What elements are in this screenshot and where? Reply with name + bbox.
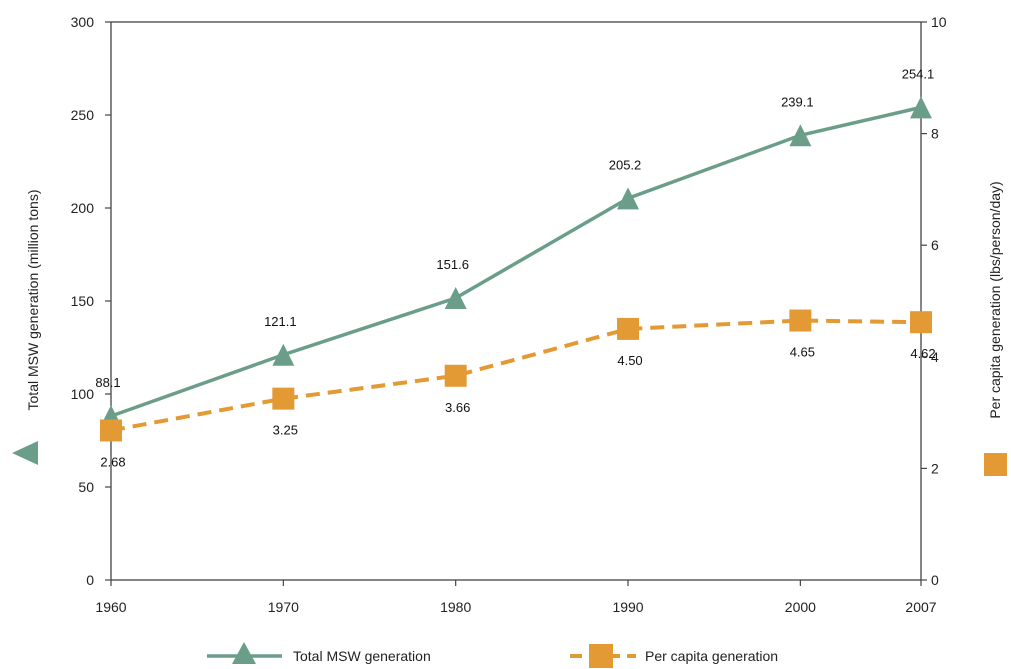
- left-axis-ticks: 0 50 100 150 200 250 300: [71, 14, 111, 588]
- data-label-per-capita: 4.50: [617, 353, 642, 368]
- x-axis-ticks: 1960 1970 1980 1990 2000 2007: [95, 580, 937, 615]
- data-label-total-msw: 151.6: [436, 257, 469, 272]
- left-axis-triangle-icon: [12, 441, 38, 465]
- left-tick-label: 100: [71, 386, 95, 402]
- point-per-capita: [100, 419, 122, 442]
- data-label-per-capita: 3.66: [445, 400, 470, 415]
- right-tick-label: 0: [931, 572, 939, 588]
- x-tick-label: 2007: [905, 599, 936, 615]
- point-per-capita: [272, 387, 295, 410]
- legend-item-per-capita: Per capita generation: [570, 644, 778, 668]
- left-tick-label: 200: [71, 200, 95, 216]
- point-total-msw: [617, 187, 640, 210]
- left-tick-label: 300: [71, 14, 95, 30]
- left-tick-label: 150: [71, 293, 95, 309]
- point-total-msw: [910, 96, 932, 119]
- x-tick-label: 2000: [785, 599, 816, 615]
- series-layer: 88.1 121.1 151.6 205.2 239.1 254.1 2.68 3.25 3.6…: [95, 66, 935, 469]
- right-axis-label: Per capita generation (lbs/person/day): [987, 181, 1003, 418]
- right-axis-square-icon: [984, 453, 1007, 476]
- point-total-msw: [272, 343, 295, 366]
- data-label-total-msw: 121.1: [264, 314, 297, 329]
- left-axis-label: Total MSW generation (million tons): [25, 190, 41, 411]
- right-tick-label: 4: [931, 349, 939, 365]
- point-total-msw: [789, 124, 812, 147]
- data-label-total-msw: 88.1: [95, 375, 120, 390]
- legend: Total MSW generation Per capita generati…: [207, 642, 778, 668]
- right-tick-label: 6: [931, 237, 939, 253]
- left-tick-label: 50: [78, 479, 94, 495]
- data-label-per-capita: 3.25: [273, 423, 298, 438]
- data-label-total-msw: 239.1: [781, 94, 814, 109]
- x-tick-label: 1960: [95, 599, 126, 615]
- legend-item-total-msw: Total MSW generation: [207, 642, 431, 664]
- legend-triangle-icon: [232, 642, 256, 664]
- left-tick-label: 250: [71, 107, 95, 123]
- left-tick-label: 0: [86, 572, 94, 588]
- series-line-total-msw: [110, 105, 922, 418]
- x-tick-label: 1980: [440, 599, 471, 615]
- point-per-capita: [910, 311, 932, 334]
- x-tick-label: 1990: [612, 599, 643, 615]
- legend-label-per-capita: Per capita generation: [645, 648, 778, 664]
- right-tick-label: 2: [931, 460, 939, 476]
- right-axis-ticks: 0 2 4 6 8 10: [921, 14, 947, 588]
- right-tick-label: 8: [931, 126, 939, 142]
- legend-label-total-msw: Total MSW generation: [293, 648, 431, 664]
- right-tick-label: 10: [931, 14, 947, 30]
- data-label-per-capita: 2.68: [100, 454, 125, 469]
- data-label-total-msw: 254.1: [902, 66, 935, 81]
- point-total-msw: [444, 287, 467, 310]
- legend-square-icon: [589, 644, 613, 668]
- point-per-capita: [617, 317, 640, 340]
- data-label-total-msw: 205.2: [609, 157, 642, 172]
- series-line-per-capita: [110, 318, 922, 433]
- point-per-capita: [444, 364, 467, 387]
- data-label-per-capita: 4.62: [910, 346, 935, 361]
- point-per-capita: [789, 309, 812, 332]
- data-label-per-capita: 4.65: [790, 345, 815, 360]
- x-tick-label: 1970: [268, 599, 299, 615]
